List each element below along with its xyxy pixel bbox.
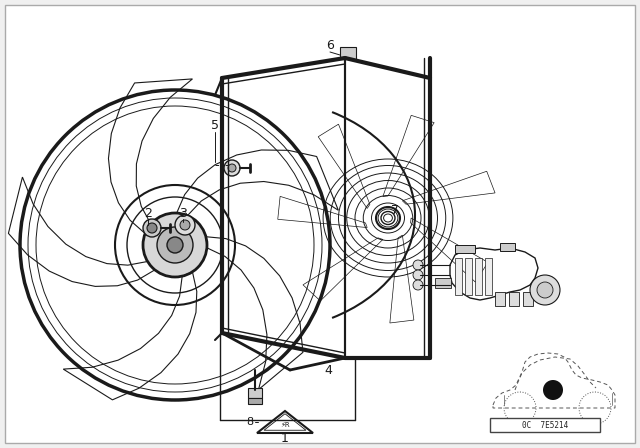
Circle shape [530,275,560,305]
Text: 0C  7E5214: 0C 7E5214 [522,421,568,430]
Text: 4: 4 [324,363,332,376]
Circle shape [143,219,161,237]
Circle shape [413,270,423,280]
Text: ⚡R: ⚡R [280,422,290,428]
Text: 7: 7 [391,203,399,216]
Bar [455,245,475,253]
Bar [248,388,262,398]
Text: 5: 5 [211,119,219,132]
Circle shape [167,237,183,253]
Bar [248,398,262,404]
Bar [485,258,492,295]
Bar [500,243,515,251]
Circle shape [543,380,563,400]
Bar [475,258,482,295]
Text: 1: 1 [281,431,289,444]
Circle shape [175,215,195,235]
Circle shape [147,223,157,233]
Bar [523,292,533,306]
Circle shape [228,164,236,172]
Bar [465,258,472,295]
Circle shape [413,260,423,270]
Text: 6: 6 [326,39,334,52]
Circle shape [224,160,240,176]
Text: 2: 2 [144,207,152,220]
Circle shape [413,280,423,290]
Bar [340,47,356,59]
Circle shape [537,282,553,298]
Circle shape [157,227,193,263]
Text: 3: 3 [179,207,187,220]
Text: 8: 8 [246,417,253,427]
Bar [455,258,462,295]
Bar [435,278,451,288]
Circle shape [143,213,207,277]
Bar [509,292,519,306]
Circle shape [180,220,190,230]
Bar [495,292,505,306]
Bar [490,418,600,432]
